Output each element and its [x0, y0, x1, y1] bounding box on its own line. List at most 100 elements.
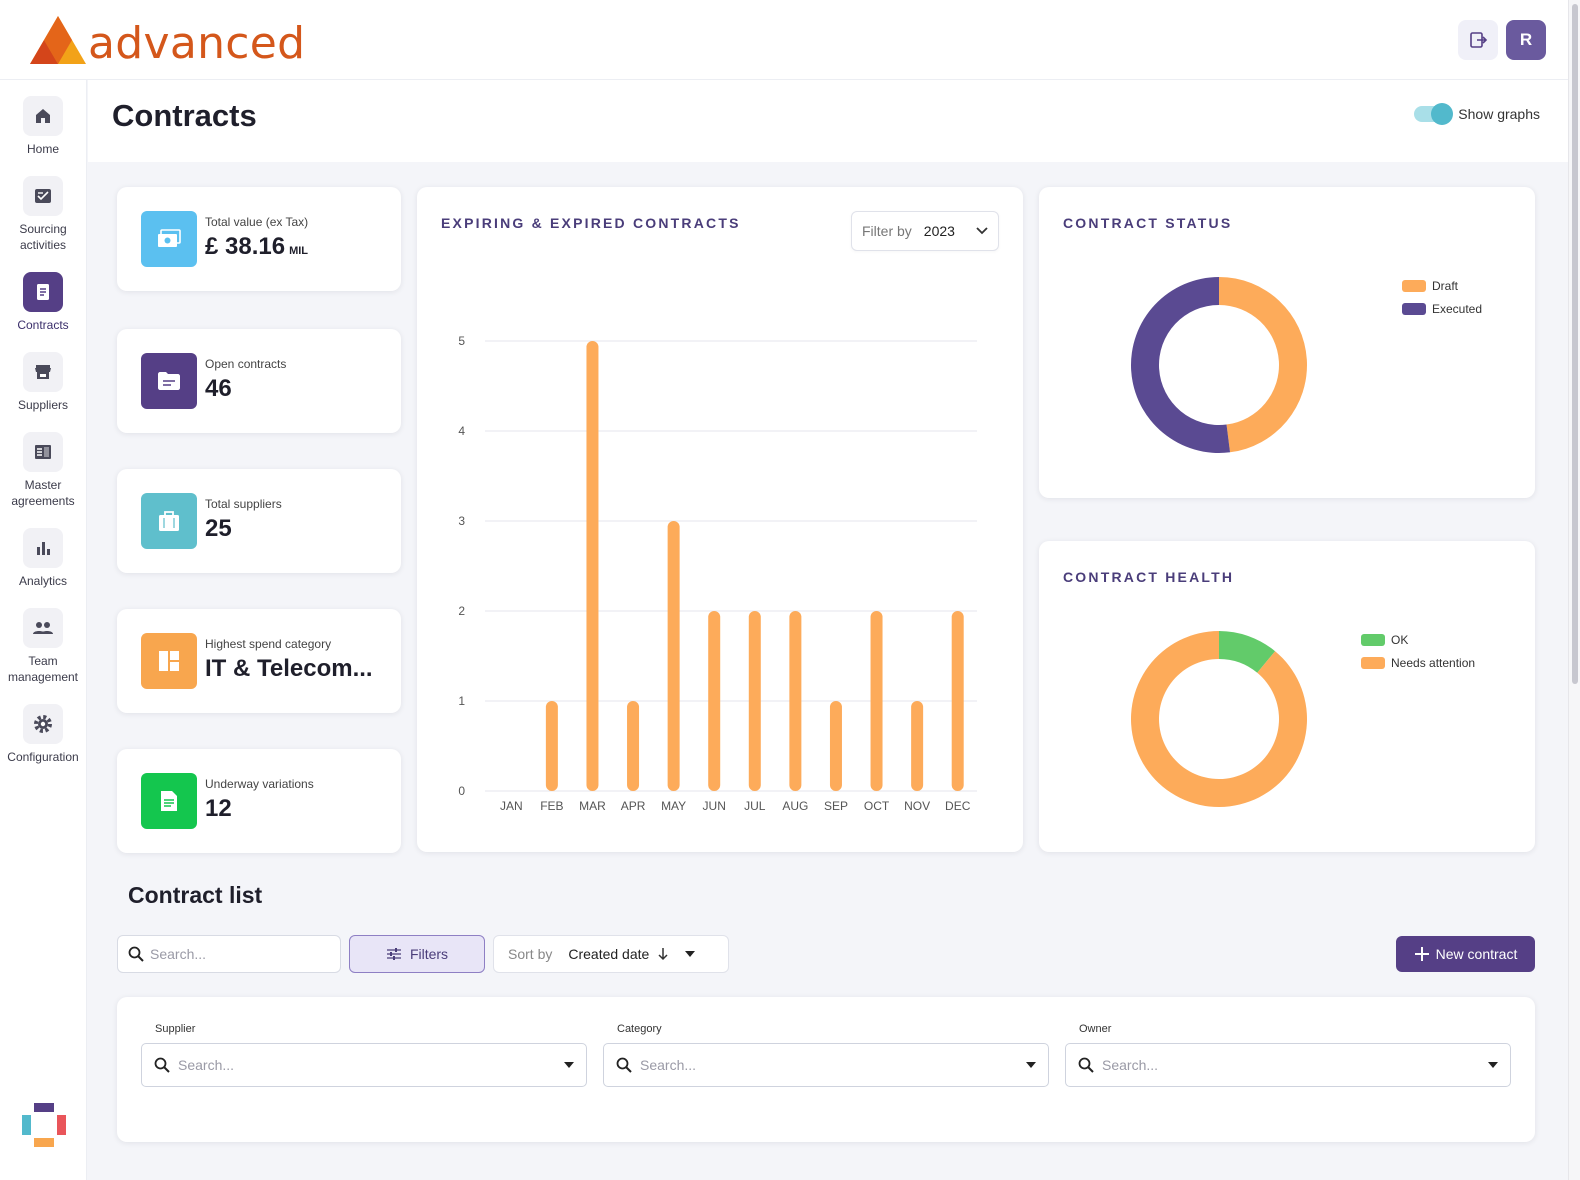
x-tick-label: MAR: [579, 799, 606, 813]
store-icon: [35, 365, 51, 379]
slice-needs-attention[interactable]: [1131, 631, 1307, 807]
toggle-switch[interactable]: [1414, 103, 1454, 125]
sort-value: Created date: [568, 946, 650, 962]
supplier-filter-label: Supplier: [155, 1023, 196, 1035]
stat-card-highest-spend: Highest spend category IT & Telecom...: [117, 609, 401, 713]
chart-title: EXPIRING & EXPIRED CONTRACTS: [441, 215, 741, 231]
slice-draft[interactable]: [1219, 277, 1307, 453]
sidebar-item-label: Contracts: [17, 318, 69, 332]
arrow-down-icon[interactable]: [657, 947, 669, 961]
search-input[interactable]: [150, 946, 320, 962]
user-avatar[interactable]: R: [1506, 20, 1546, 60]
sidebar-item-label: Home: [26, 142, 59, 156]
bar-jul[interactable]: [748, 611, 761, 791]
team-icon: [33, 622, 53, 634]
filters-button[interactable]: Filters: [349, 935, 485, 973]
bar-feb[interactable]: [545, 701, 558, 791]
legend-item-draft[interactable]: Draft: [1402, 279, 1482, 293]
legend-item-executed[interactable]: Executed: [1402, 302, 1482, 316]
owner-search-input[interactable]: [1102, 1057, 1488, 1073]
y-tick-label: 3: [458, 514, 465, 528]
bar-nov[interactable]: [911, 701, 924, 791]
bar-dec[interactable]: [951, 611, 964, 791]
x-tick-label: OCT: [864, 799, 890, 813]
owner-select[interactable]: [1065, 1043, 1511, 1087]
supplier-select[interactable]: [141, 1043, 587, 1087]
plus-icon: [1414, 947, 1429, 961]
sidebar-item-team-management[interactable]: Team management: [0, 608, 86, 685]
top-bar: advanced R: [0, 0, 1568, 80]
sort-select[interactable]: Sort by Created date: [493, 935, 729, 973]
dropdown-caret-icon: [564, 1062, 574, 1068]
contract-search[interactable]: [117, 935, 341, 973]
bar-mar[interactable]: [586, 341, 599, 791]
search-icon: [154, 1057, 170, 1073]
slice-ok[interactable]: [1219, 631, 1276, 673]
sliders-icon: [386, 948, 401, 960]
money-icon: [141, 211, 197, 267]
advanced-logo-mark: [30, 16, 86, 64]
legend-item-needs-attention[interactable]: Needs attention: [1361, 656, 1475, 670]
bar-sep[interactable]: [829, 701, 842, 791]
y-tick-label: 0: [458, 784, 465, 798]
category-search-input[interactable]: [640, 1057, 1026, 1073]
brand-mark-icon: [22, 1103, 66, 1152]
owner-filter: Owner: [1065, 1023, 1511, 1087]
sidebar-item-contracts[interactable]: Contracts: [0, 272, 86, 333]
sidebar-item-analytics[interactable]: Analytics: [0, 528, 86, 589]
sidebar-item-suppliers[interactable]: Suppliers: [0, 352, 86, 413]
sidebar-item-master-agreements[interactable]: Master agreements: [0, 432, 86, 509]
stat-card-total-value: Total value (ex Tax) £ 38.16 MIL: [117, 187, 401, 291]
sidebar-item-sourcing-activities[interactable]: Sourcing activities: [0, 176, 86, 253]
x-tick-label: MAY: [661, 799, 686, 813]
file-icon: [141, 773, 197, 829]
supplier-search-input[interactable]: [178, 1057, 564, 1073]
category-select[interactable]: [603, 1043, 1049, 1087]
stat-value: £ 38.16 MIL: [205, 233, 309, 260]
x-tick-label: DEC: [945, 799, 971, 813]
document-icon: [37, 284, 49, 300]
advanced-logo[interactable]: advanced: [28, 14, 305, 66]
bar-jun[interactable]: [708, 611, 721, 791]
home-icon: [36, 109, 50, 123]
scrollbar-thumb[interactable]: [1572, 4, 1578, 684]
x-tick-label: SEP: [824, 799, 848, 813]
contract-health-card: CONTRACT HEALTH OK Needs attention: [1039, 541, 1535, 852]
dropdown-caret-icon: [685, 951, 696, 957]
sidebar-item-home[interactable]: Home: [0, 96, 86, 157]
year-filter-select[interactable]: Filter by 2023: [851, 211, 999, 251]
page-scrollbar[interactable]: [1568, 0, 1580, 1180]
logo-text: advanced: [88, 18, 306, 69]
new-contract-button[interactable]: New contract: [1396, 936, 1535, 972]
status-legend: Draft Executed: [1402, 279, 1482, 325]
x-tick-label: FEB: [540, 799, 563, 813]
logout-button[interactable]: [1458, 20, 1498, 60]
bar-oct[interactable]: [870, 611, 883, 791]
y-tick-label: 2: [458, 604, 465, 618]
show-graphs-toggle[interactable]: Show graphs: [1414, 103, 1540, 125]
stat-label: Open contracts: [205, 357, 287, 371]
stat-card-open-contracts: Open contracts 46: [117, 329, 401, 433]
category-icon: [141, 633, 197, 689]
slice-executed[interactable]: [1131, 277, 1231, 453]
x-tick-label: JUN: [703, 799, 726, 813]
page-header: Contracts Show graphs: [88, 80, 1568, 162]
contract-status-card: CONTRACT STATUS Draft Executed: [1039, 187, 1535, 498]
sidebar-item-configuration[interactable]: Configuration: [0, 704, 86, 765]
x-tick-label: AUG: [782, 799, 808, 813]
legend-item-ok[interactable]: OK: [1361, 633, 1475, 647]
logout-icon: [1470, 32, 1488, 48]
stat-value: 12: [205, 795, 232, 822]
new-contract-label: New contract: [1435, 946, 1518, 962]
bar-aug[interactable]: [789, 611, 802, 791]
stat-label: Underway variations: [205, 777, 314, 791]
supplier-filter: Supplier: [141, 1023, 587, 1087]
bar-apr[interactable]: [627, 701, 640, 791]
briefcase-icon: [141, 493, 197, 549]
bar-chart-icon: [37, 542, 50, 555]
stat-label: Total value (ex Tax): [205, 215, 309, 229]
stat-value: 25: [205, 515, 232, 542]
bar-may[interactable]: [667, 521, 680, 791]
x-tick-label: APR: [621, 799, 646, 813]
filter-panel: Supplier Category Owner: [117, 997, 1535, 1142]
